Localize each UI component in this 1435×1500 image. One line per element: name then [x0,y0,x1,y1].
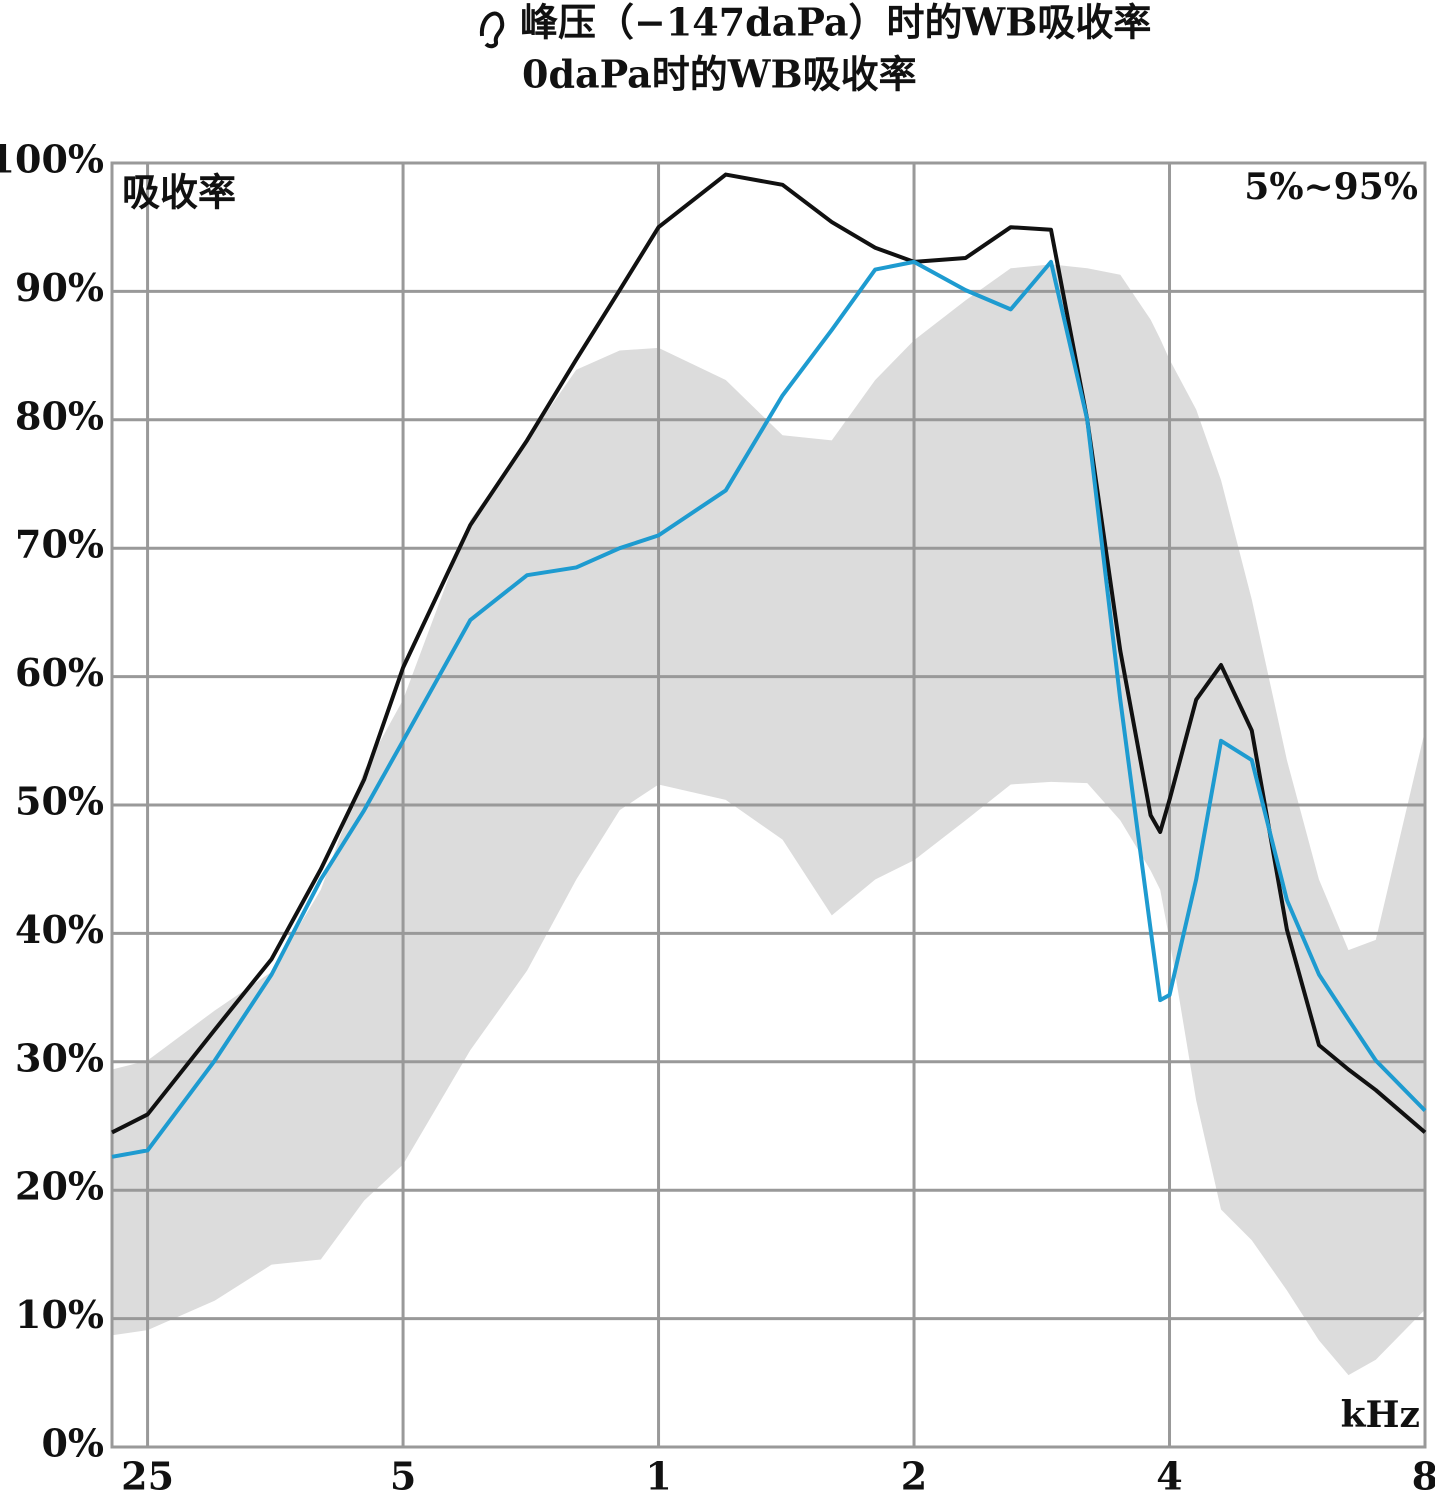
x-tick-label: 8 [1412,1454,1435,1499]
legend-entry: 峰压（−147daPa）时的WB吸收率 [520,0,1151,45]
y-tick-label: 60% [15,650,104,695]
y-tick-label: 80% [15,393,104,438]
y-tick-label: 100% [0,137,104,182]
plot-frame [110,161,1427,1449]
x-axis-label: kHz [1341,1394,1420,1436]
y-tick-label: 50% [15,779,104,824]
y-tick-label: 70% [15,522,104,567]
ear-shape [479,11,505,49]
y-tick-label: 90% [15,265,104,310]
band-area [112,264,1425,1376]
band-label: 5%~95% [1244,166,1418,208]
y-tick-label: 30% [15,1035,104,1080]
series-line [111,259,1427,1159]
x-tick-label: 1 [645,1454,671,1499]
ear-icon [479,11,505,49]
y-tick-label: 0% [41,1421,104,1466]
legend-entry: 0daPa时的WB吸收率 [522,52,917,97]
x-tick-label: 2 [901,1454,927,1499]
x-tick-label: 5 [390,1454,416,1499]
x-tick-label: 25 [121,1454,174,1499]
y-tick-label: 10% [15,1292,104,1337]
y-tick-label: 20% [15,1164,104,1209]
x-tick-label: 4 [1156,1454,1182,1499]
y-axis-label: 吸收率 [122,170,236,215]
y-tick-label: 40% [15,907,104,952]
